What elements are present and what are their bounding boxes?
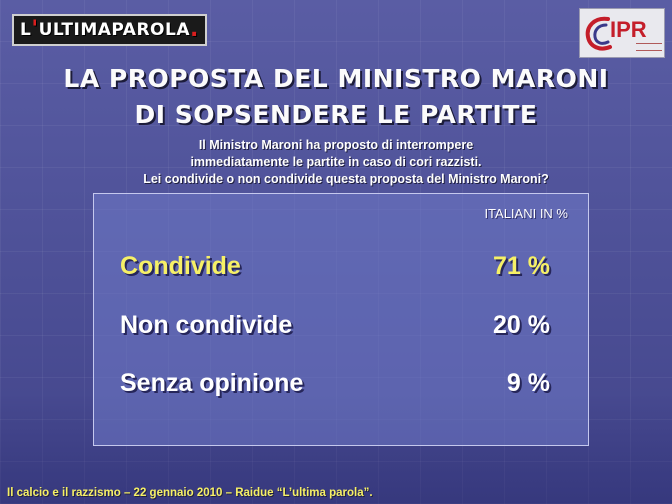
result-value: 20 %	[493, 311, 550, 339]
page-title-line-1: LA PROPOSTA DEL MINISTRO MARONI	[63, 64, 609, 93]
footer-caption: Il calcio e il razzismo – 22 gennaio 201…	[7, 487, 373, 499]
results-header: ITALIANI IN %	[484, 206, 568, 221]
page-title-line-2: DI SOPSENDERE LE PARTITE	[134, 100, 538, 129]
lultimaparola-logo: L ' ULTIMAPAROLA.	[12, 14, 207, 46]
ipr-logo: IPR	[579, 8, 665, 58]
logo-left-dot: .	[190, 17, 199, 42]
question-line-3: Lei condivide o non condivide questa pro…	[143, 172, 549, 186]
ipr-swirl-icon	[585, 16, 612, 51]
result-row-non-condivide: Non condivide 20 %	[120, 311, 550, 345]
result-row-condivide: Condivide 71 %	[120, 252, 550, 286]
logo-left-accent: '	[31, 17, 39, 42]
result-label: Condivide	[120, 252, 241, 280]
result-value: 71 %	[493, 252, 550, 280]
question-line-1: Il Ministro Maroni ha proposto di interr…	[198, 138, 474, 152]
result-label: Senza opinione	[120, 369, 304, 397]
result-label: Non condivide	[120, 311, 293, 339]
ipr-logo-text: IPR	[610, 17, 647, 42]
logo-left-rest: ULTIMAPAROLA	[38, 20, 190, 40]
results-panel: ITALIANI IN % Condivide 71 % Non condivi…	[93, 193, 589, 446]
ipr-logo-underline	[636, 43, 662, 51]
result-row-senza-opinione: Senza opinione 9 %	[120, 369, 550, 403]
logo-left-prefix: L	[20, 20, 32, 40]
result-value: 9 %	[506, 369, 550, 397]
question-line-2: immediatamente le partite in caso di cor…	[190, 155, 482, 169]
